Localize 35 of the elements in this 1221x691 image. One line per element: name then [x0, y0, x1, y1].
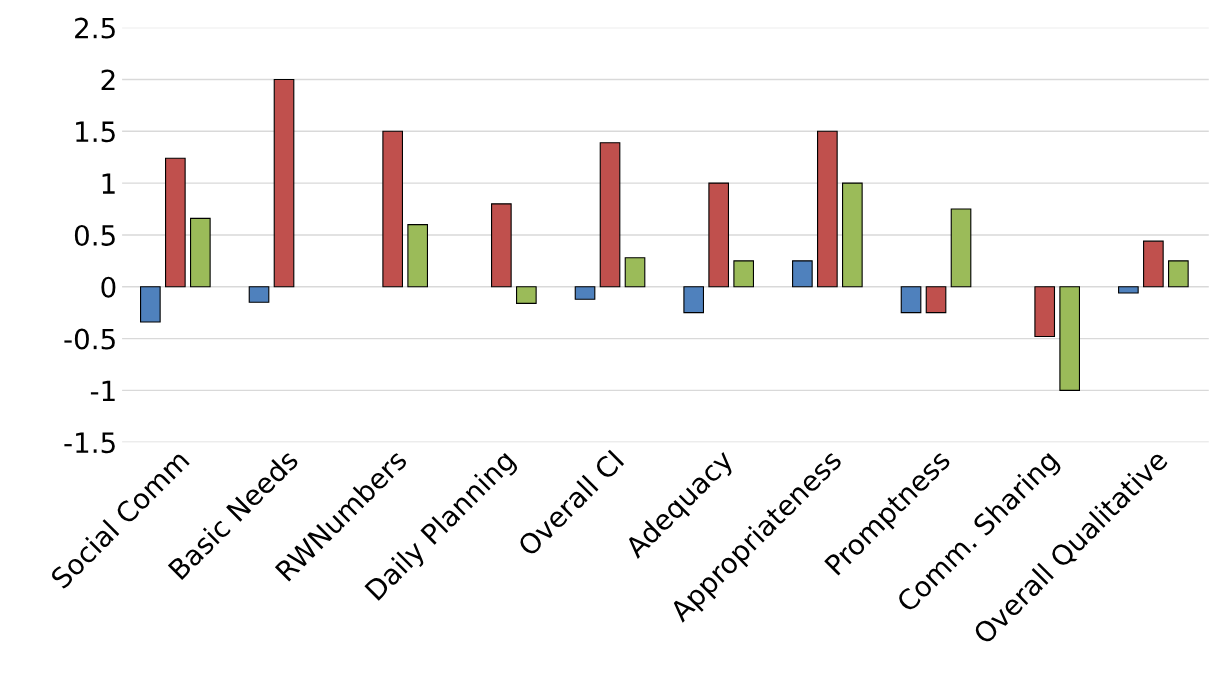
bar: [407, 224, 429, 288]
bar: [1118, 286, 1139, 294]
y-tick-label: 1.5: [76, 121, 115, 143]
bar: [491, 203, 512, 288]
bar: [140, 286, 161, 323]
bar: [574, 286, 596, 300]
bar: [190, 217, 211, 288]
bar: [165, 157, 186, 288]
bar: [1168, 260, 1189, 288]
bar: [792, 260, 813, 288]
bar: [273, 78, 295, 288]
bar: [925, 286, 947, 314]
bar: [1059, 286, 1081, 391]
bar: [248, 286, 270, 303]
bar: [382, 130, 404, 288]
y-tick-label: 2.5: [75, 17, 115, 39]
bar: [1143, 240, 1164, 288]
bar: [599, 142, 621, 288]
y-tick-label: 0.5: [74, 224, 115, 246]
bar: [842, 182, 863, 288]
y-tick-label: -1.5: [64, 432, 115, 454]
bar: [683, 286, 705, 314]
bar: [516, 286, 537, 304]
bar: [708, 182, 730, 288]
bar: [900, 286, 922, 314]
bar: [950, 208, 972, 288]
bar: [817, 130, 838, 288]
bar: [733, 260, 755, 288]
bar: [624, 257, 646, 288]
y-tick-label: 0: [101, 276, 116, 298]
y-tick-label: -0.5: [64, 328, 115, 350]
y-tick-label: 2: [101, 69, 115, 91]
bar: [1034, 286, 1056, 338]
y-tick-label: 1: [102, 173, 115, 194]
y-tick-label: -1: [90, 380, 115, 401]
